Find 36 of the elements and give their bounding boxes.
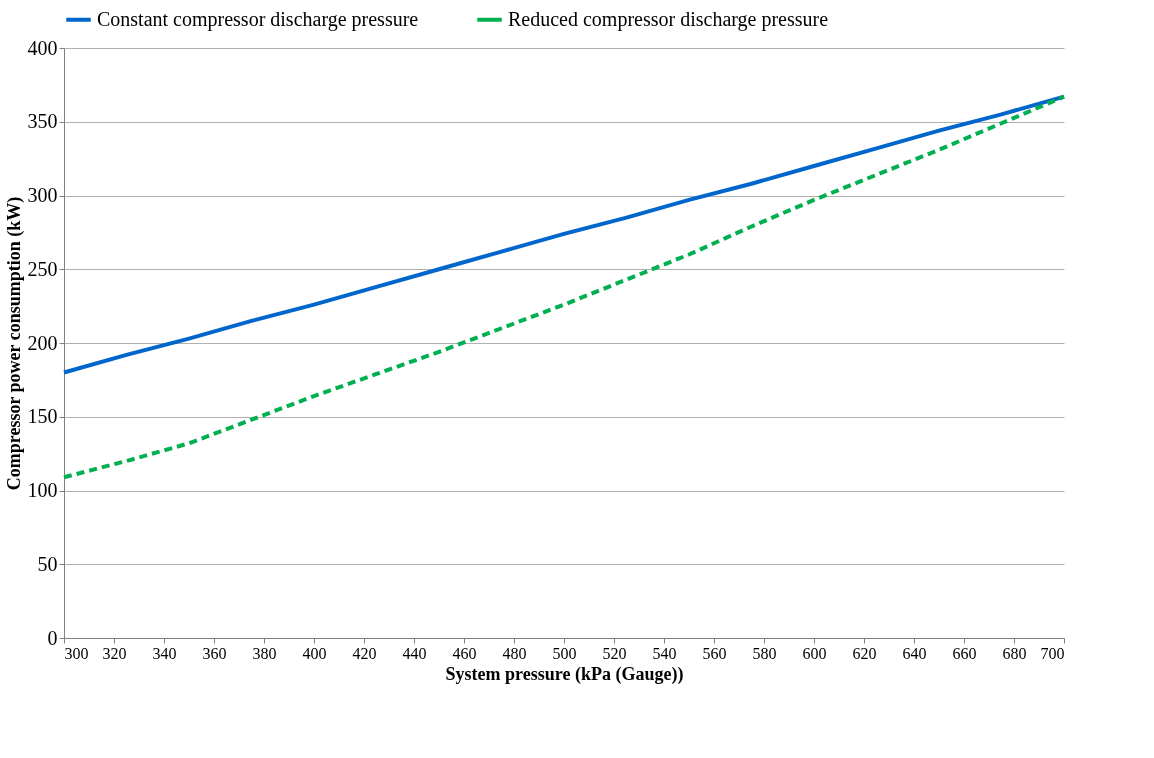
x-tick-label: 500 <box>552 644 577 662</box>
x-tick-label: 400 <box>302 644 327 662</box>
y-tick-label: 0 <box>47 626 58 649</box>
x-tick-label: 420 <box>352 644 377 662</box>
y-axis-title: Compressor power consumption (kW) <box>3 196 25 491</box>
x-tick-label: 300 <box>64 644 89 662</box>
x-tick-label: 560 <box>702 644 727 662</box>
line-series <box>62 94 1066 480</box>
x-tick-label: 660 <box>952 644 977 662</box>
x-tick-label: 700 <box>1040 644 1065 662</box>
x-tick-label: 320 <box>102 644 127 662</box>
x-tick-label: 620 <box>852 644 877 662</box>
line-series <box>62 94 1066 375</box>
x-tick-label: 580 <box>752 644 777 662</box>
x-tick-label: 680 <box>1002 644 1027 662</box>
x-tick-label: 380 <box>252 644 277 662</box>
y-tick-label: 200 <box>27 331 58 354</box>
y-tick-label: 50 <box>37 552 58 575</box>
y-tick-label: 350 <box>27 110 58 133</box>
y-tick-label: 300 <box>27 184 58 206</box>
x-tick-label: 640 <box>902 644 927 662</box>
x-tick-label: 360 <box>202 644 227 662</box>
x-tick-label: 340 <box>152 644 177 662</box>
y-tick-label: 250 <box>27 257 58 280</box>
x-tick-label: 440 <box>402 644 427 662</box>
y-tick-label: 400 <box>27 36 58 59</box>
x-tick-label: 460 <box>452 644 477 662</box>
y-tick-label: 150 <box>27 405 58 428</box>
x-axis-title: System pressure (kPa (Gauge)) <box>445 663 684 685</box>
x-tick-label: 540 <box>652 644 677 662</box>
x-tick-label: 480 <box>502 644 527 662</box>
legend-label: Reduced compressor discharge pressure <box>508 7 829 31</box>
legend-label: Constant compressor discharge pressure <box>97 7 419 31</box>
x-tick-label: 600 <box>802 644 827 662</box>
y-tick-label: 100 <box>27 479 58 501</box>
x-tick-label: 520 <box>602 644 627 662</box>
